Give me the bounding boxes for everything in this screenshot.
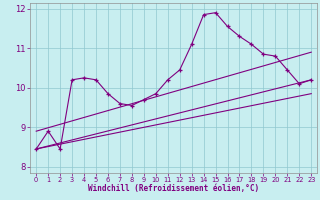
- X-axis label: Windchill (Refroidissement éolien,°C): Windchill (Refroidissement éolien,°C): [88, 184, 259, 193]
